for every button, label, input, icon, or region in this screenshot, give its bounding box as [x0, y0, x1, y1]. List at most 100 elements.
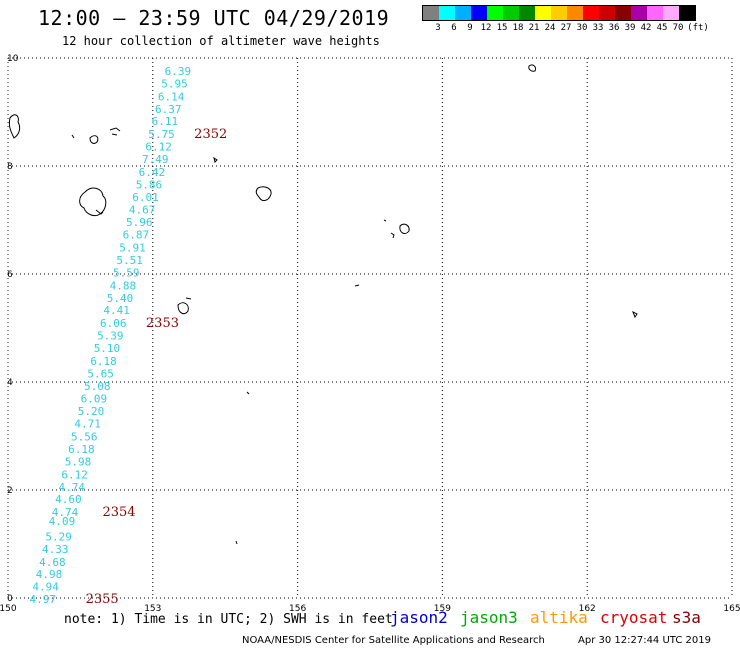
legend-swatch — [631, 6, 647, 20]
island-outline — [71, 134, 75, 139]
x-tick-label: 165 — [723, 604, 740, 614]
island-outline — [109, 127, 121, 136]
legend-label: 42 — [640, 23, 652, 33]
map-title: 12:00 – 23:59 UTC 04/29/2019 — [38, 6, 390, 30]
legend-label: 36 — [608, 23, 620, 33]
swh-value: 5.75 — [148, 128, 175, 141]
swh-value: 6.14 — [158, 90, 185, 103]
legend-label: 6 — [451, 23, 457, 33]
swh-value: 6.18 — [68, 443, 95, 456]
legend-label: 39 — [624, 23, 636, 33]
swh-value: 4.41 — [103, 304, 130, 317]
legend-label: 70 — [672, 23, 684, 33]
swh-value: 6.12 — [145, 141, 172, 154]
pass-time: 2355 — [86, 592, 119, 607]
island-outline — [246, 391, 250, 395]
swh-value: 5.40 — [107, 292, 134, 305]
swh-value: 5.51 — [116, 254, 143, 267]
swh-value: 5.96 — [126, 216, 153, 229]
swh-value: 6.18 — [90, 355, 117, 368]
credit-line: NOAA/NESDIS Center for Satellite Applica… — [242, 635, 545, 646]
swh-value: 6.11 — [152, 115, 179, 128]
legend-swatch — [455, 6, 471, 20]
legend-label: 33 — [592, 23, 604, 33]
island-outline — [89, 135, 99, 144]
swh-value: 5.91 — [119, 242, 146, 255]
island-outline — [8, 114, 21, 139]
legend-label: 45 — [656, 23, 668, 33]
footnote: note: 1) Time is in UTC; 2) SWH is in fe… — [64, 612, 393, 627]
y-tick-label: 6 — [7, 270, 13, 280]
legend-swatch — [423, 6, 439, 20]
y-tick-label: 8 — [7, 162, 13, 172]
y-tick-label: 4 — [7, 378, 13, 388]
swh-value: 4.60 — [55, 493, 82, 506]
swh-value: 6.87 — [123, 229, 150, 242]
satellite-label-s3a: s3a — [672, 608, 701, 627]
swh-value: 4.88 — [110, 279, 137, 292]
swh-value: 4.98 — [36, 568, 63, 581]
swh-value: 5.86 — [136, 178, 163, 191]
island-outline — [399, 223, 410, 234]
legend-label: 15 — [496, 23, 508, 33]
legend-swatch — [471, 6, 487, 20]
pass-time: 2353 — [146, 316, 179, 331]
swh-value: 5.56 — [71, 431, 98, 444]
swh-value: 4.68 — [39, 556, 66, 569]
legend-swatch — [615, 6, 631, 20]
x-tick-label: 156 — [289, 604, 306, 614]
swh-value: 5.98 — [65, 455, 92, 468]
island-outline — [235, 540, 238, 545]
satellite-label-jason3: jason3 — [460, 608, 518, 627]
legend-label: 3 — [435, 23, 441, 33]
legend-swatch — [535, 6, 551, 20]
swh-value: 6.09 — [81, 393, 108, 406]
legend-swatch — [503, 6, 519, 20]
legend-swatch — [647, 6, 663, 20]
legend-unit: (ft) — [687, 23, 709, 33]
swh-value: 4.33 — [42, 543, 69, 556]
swh-value: 4.74 — [58, 481, 85, 494]
swh-value: 6.42 — [139, 166, 166, 179]
x-tick-label: 153 — [144, 604, 161, 614]
island-outline — [632, 310, 638, 319]
legend-swatch — [599, 6, 615, 20]
swh-value: 6.01 — [132, 191, 159, 204]
x-tick-label: 150 — [0, 604, 17, 614]
x-tick-label: 162 — [579, 604, 596, 614]
satellite-label-altika: altika — [530, 608, 588, 627]
swh-readings: 6.395.956.146.376.115.756.127.496.425.86… — [30, 65, 192, 606]
island-outline — [213, 156, 218, 163]
swh-value: 5.95 — [161, 77, 188, 90]
island-outline — [528, 64, 536, 72]
legend-swatch — [679, 6, 695, 20]
legend-label: 12 — [480, 23, 492, 33]
swh-value: 6.06 — [100, 317, 127, 330]
legend-swatch — [487, 6, 503, 20]
island-outline — [185, 297, 192, 300]
legend-label: 24 — [544, 23, 556, 33]
axis-ticks: 150 153 156 159 162 165 0 2 4 6 8 10 — [0, 54, 740, 614]
map-subtitle: 12 hour collection of altimeter wave hei… — [62, 34, 380, 48]
y-tick-label: 10 — [7, 54, 19, 64]
satellite-label-cryosat: cryosat — [600, 608, 668, 627]
swh-value: 5.65 — [87, 367, 114, 380]
legend-swatch — [519, 6, 535, 20]
y-tick-label: 0 — [7, 594, 13, 604]
legend-swatch — [439, 6, 455, 20]
legend-label: 30 — [576, 23, 588, 33]
island-outline — [177, 302, 189, 315]
island-outlines — [8, 64, 638, 545]
island-outline — [79, 187, 107, 217]
swh-value: 4.71 — [74, 418, 101, 431]
island-outline — [390, 232, 395, 239]
island-outline — [255, 186, 272, 202]
x-tick-label: 159 — [434, 604, 451, 614]
satellite-label-jason2: jason2 — [390, 608, 448, 627]
island-outline — [383, 219, 387, 222]
legend-labels: 3 6 9 12 15 18 21 24 27 30 33 36 39 42 45 70 (ft) — [422, 21, 709, 33]
legend-swatch — [583, 6, 599, 20]
swh-value: 5.10 — [94, 342, 121, 355]
swh-value: 5.20 — [78, 405, 105, 418]
